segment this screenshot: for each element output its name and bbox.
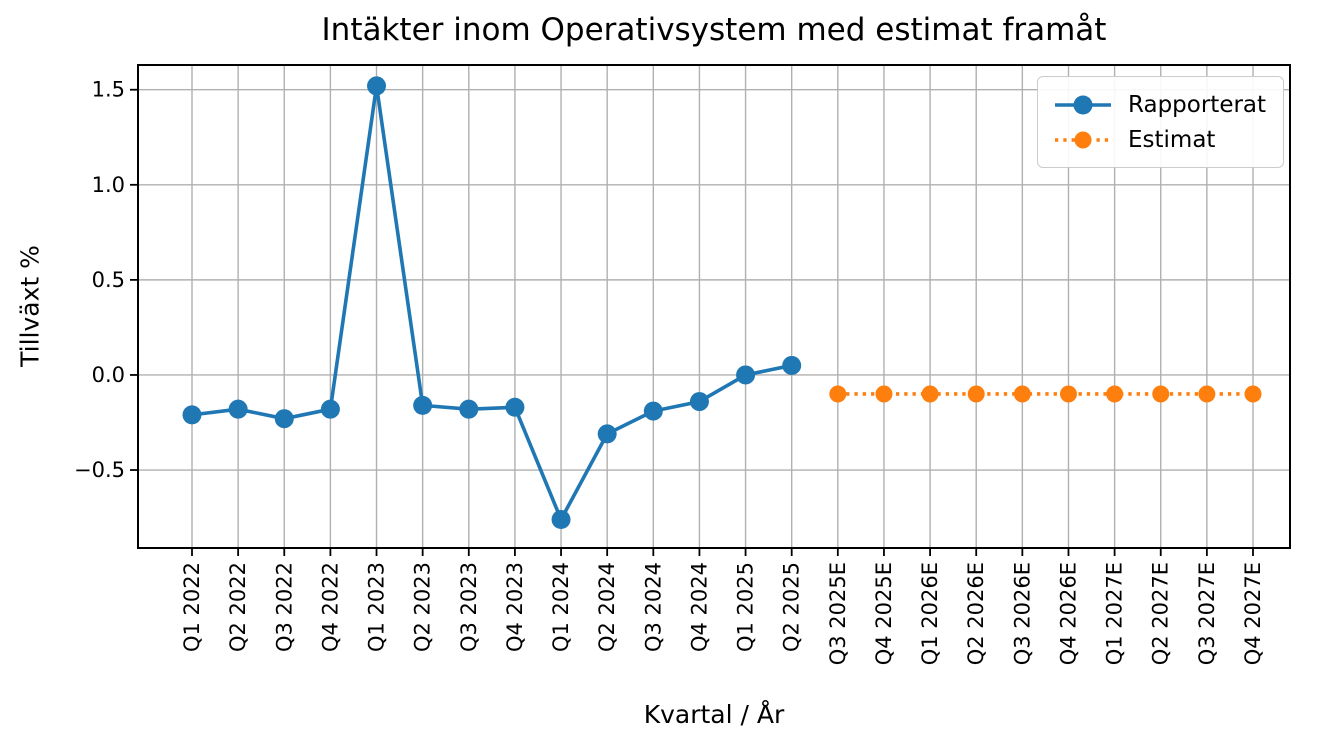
series-line-rapporterat (190, 84, 794, 522)
marker-rapporterat-q1-2024 (551, 509, 571, 529)
marker-estimat-q3-2026e (1013, 385, 1031, 403)
x-tick-label: Q2 2026E (964, 562, 988, 665)
y-tick-label: 1.5 (92, 78, 125, 102)
y-tick-label: 0.5 (92, 268, 125, 292)
legend-marker-rapporterat (1073, 95, 1093, 114)
marker-estimat-q4-2026e (1059, 385, 1077, 403)
x-tick-label: Q4 2023 (503, 562, 527, 652)
x-tick-label: Q3 2023 (457, 562, 481, 652)
x-tick-label: Q2 2027E (1149, 562, 1173, 665)
marker-estimat-q1-2027e (1106, 385, 1124, 403)
marker-estimat-q4-2025e (875, 385, 893, 403)
legend-label-rapporterat: Rapporterat (1128, 91, 1267, 118)
y-axis-label: Tillväxt % (15, 245, 45, 367)
legend-item-rapporterat: Rapporterat (1052, 92, 1269, 118)
x-tick-label: Q1 2025 (734, 562, 758, 652)
x-tick-label: Q3 2027E (1195, 562, 1219, 665)
x-tick-label: Q1 2026E (918, 562, 942, 665)
marker-estimat-q1-2026e (921, 385, 939, 403)
marker-estimat-q2-2026e (967, 385, 985, 403)
x-tick-label: Q2 2024 (595, 562, 619, 652)
legend-item-estimat: Estimat (1052, 127, 1269, 153)
x-tick-label: Q4 2025E (872, 562, 896, 665)
marker-estimat-q2-2027e (1152, 385, 1170, 403)
marker-estimat-q4-2027e (1244, 385, 1262, 403)
x-tick-label: Q3 2026E (1010, 562, 1034, 665)
marker-rapporterat-q2-2023 (413, 395, 433, 415)
x-tick-label: Q2 2023 (411, 562, 435, 652)
x-tick-label: Q3 2024 (641, 562, 665, 652)
marker-rapporterat-q3-2022 (274, 409, 294, 429)
plot-border (137, 64, 1291, 549)
y-tick-label: 0.0 (92, 363, 125, 387)
marker-estimat-q3-2027e (1198, 385, 1216, 403)
x-tick-label: Q4 2024 (687, 562, 711, 652)
x-tick-label: Q2 2022 (226, 562, 250, 652)
legend-marker-estimat (1074, 131, 1092, 148)
x-tick-label: Q4 2026E (1056, 562, 1080, 665)
marker-rapporterat-q4-2023 (505, 397, 525, 417)
marker-rapporterat-q1-2023 (367, 76, 387, 96)
marker-rapporterat-q4-2022 (320, 399, 340, 419)
legend-sample-estimat-icon (1055, 131, 1111, 148)
chart-title: Intäkter inom Operativsystem med estimat… (321, 12, 1107, 48)
marker-rapporterat-q2-2025 (782, 355, 802, 375)
marker-rapporterat-q4-2024 (689, 392, 709, 412)
marker-rapporterat-q2-2022 (228, 399, 248, 419)
x-axis-label: Kvartal / År (643, 700, 785, 729)
legend-sample-rapporterat-icon (1055, 95, 1111, 114)
x-tick-label: Q1 2023 (365, 562, 389, 652)
marker-rapporterat-q1-2022 (182, 405, 202, 425)
x-tick-label: Q1 2027E (1103, 562, 1127, 665)
marker-estimat-q3-2025e (829, 385, 847, 403)
marker-rapporterat-q3-2024 (643, 401, 663, 421)
x-tick-label: Q3 2025E (826, 562, 850, 665)
x-tick-label: Q1 2022 (180, 562, 204, 652)
y-tick-label: −0.5 (74, 458, 125, 482)
marker-rapporterat-q3-2023 (459, 399, 479, 419)
marker-rapporterat-q1-2025 (736, 365, 756, 385)
x-tick-label: Q2 2025 (780, 562, 804, 652)
y-tick-label: 1.0 (92, 173, 125, 197)
marker-rapporterat-q2-2024 (597, 424, 617, 444)
legend-label-estimat: Estimat (1128, 126, 1216, 153)
x-tick-label: Q4 2022 (318, 562, 342, 652)
x-tick-label: Q3 2022 (272, 562, 296, 652)
legend: Rapporterat Estimat (1037, 76, 1284, 168)
x-tick-label: Q4 2027E (1241, 562, 1265, 665)
x-tick-label: Q1 2024 (549, 562, 573, 652)
